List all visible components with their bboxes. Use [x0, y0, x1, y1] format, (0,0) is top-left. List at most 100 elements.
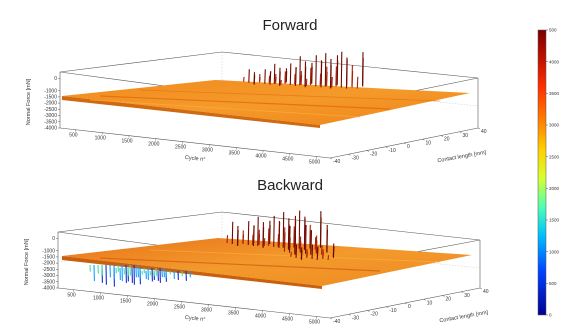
peak-spike [267, 233, 270, 246]
peak-spike [298, 210, 301, 249]
forward-title: Forward [262, 17, 317, 34]
colorbar-tick-label: 3500 [549, 91, 560, 96]
colorbar-tick-label: 4000 [549, 59, 560, 64]
y-tick-label: -40 [333, 319, 340, 325]
peak-spike [304, 66, 307, 88]
peak-spike [264, 69, 266, 84]
peak-spike [310, 72, 312, 86]
peak-spike [299, 241, 302, 253]
y-tick-label: 40 [481, 129, 487, 135]
backward-stripe [149, 249, 441, 263]
backward-ylabel: Contact length [mm] [439, 310, 489, 325]
peak-spike [294, 73, 296, 85]
peak-spike [336, 60, 339, 86]
peak-spike [268, 75, 271, 83]
y-tick-mark [385, 146, 388, 148]
y-tick-mark [404, 302, 408, 305]
colorbar-tick-label: 1000 [549, 249, 560, 254]
y-tick-mark [422, 139, 425, 141]
forward-plot: Forward 0-1000-1500-2000-2500-3000-3500-… [26, 17, 487, 166]
backward-z-ticks: 0 -1000-1500-2000-2500-3000-3500-4000 [42, 236, 58, 292]
peak-spike [262, 227, 265, 248]
z-tick-label: -4000 [44, 126, 57, 132]
colorbar-gradient [537, 29, 547, 316]
peak-spike [320, 61, 323, 85]
peak-spike [269, 71, 272, 82]
forward-y-ticks: -40 -30 -20 -10 0 10 20 30 40 [329, 127, 487, 165]
y-tick-label: 40 [483, 289, 489, 295]
peak-spike [231, 221, 234, 244]
peak-spike [362, 57, 364, 87]
backward-xlabel: Cycle n° [185, 315, 206, 323]
z-tick-label: -3000 [44, 113, 57, 119]
y-tick-label: 10 [426, 140, 432, 146]
peak-spike [351, 70, 354, 88]
peak-spike [275, 76, 277, 84]
x-tick-label: 500 [69, 133, 78, 139]
peak-spike [273, 63, 276, 84]
peak-spike [242, 234, 245, 245]
y-tick-label: 20 [444, 137, 450, 143]
peak-spike [278, 222, 281, 245]
backward-plot: Backward 0 -1000-1500-2000-2500-3000-3500… [24, 177, 489, 325]
peak-spike [326, 229, 328, 253]
y-tick-label: -20 [370, 152, 377, 158]
peak-spike [288, 224, 290, 250]
peak-spike [322, 252, 324, 259]
forward-z-ticks: 0 -1000-1500-2000-2500-3000-3500-4000 [44, 76, 60, 132]
peak-spike [332, 246, 335, 258]
z-tick-label: -1000 [44, 88, 57, 94]
peak-spike [269, 224, 271, 244]
peak-spike [273, 215, 275, 247]
peak-spike [253, 75, 256, 85]
z-tick-label: -2500 [44, 107, 57, 113]
peak-spike [237, 230, 239, 246]
peak-spike [289, 225, 291, 253]
peak-spike [315, 240, 318, 254]
peak-spike [327, 255, 330, 260]
y-tick-mark [329, 317, 333, 320]
peak-spike [284, 75, 287, 84]
peak-spike [257, 216, 259, 246]
colorbar-tick-label: 500 [549, 28, 557, 33]
z-tick-label: -3500 [44, 119, 57, 125]
y-tick-label: -10 [389, 308, 396, 314]
x-tick-label: 3000 [202, 148, 213, 154]
peak-spike [330, 64, 332, 89]
peak-spike [331, 76, 333, 88]
z-tick-label: -2500 [42, 267, 55, 273]
z-tick-label: -1500 [44, 94, 57, 100]
peak-spike [356, 76, 359, 89]
peak-spike [279, 71, 281, 86]
peak-spike [285, 71, 288, 83]
peak-spike [248, 69, 250, 83]
z-tick-label: 0 [52, 236, 55, 242]
peak-spike [247, 221, 250, 245]
y-tick-label: -30 [352, 315, 359, 321]
z-tick-label: 0 [54, 76, 57, 82]
backward-surface [62, 238, 472, 286]
y-tick-label: 30 [463, 133, 469, 139]
y-tick-mark [461, 291, 464, 293]
peak-spike [311, 244, 314, 259]
colorbar-tick-label: 2000 [549, 186, 560, 191]
x-tick-label: 4000 [255, 314, 266, 320]
y-tick-label: 30 [464, 293, 470, 299]
peak-spike [295, 67, 297, 83]
peak-spike [300, 74, 303, 85]
peak-spike [259, 76, 261, 83]
backward-peaks [226, 210, 335, 260]
x-tick-label: 1500 [121, 139, 132, 145]
forward-x-ticks: 500 1000 1500 2000 2500 3000 3500 4000 4500 5000 [69, 129, 320, 166]
peak-spike [251, 234, 254, 245]
y-tick-mark [440, 135, 444, 137]
backward-x-axis [57, 287, 331, 319]
peak-spike [295, 244, 298, 258]
y-tick-mark [348, 314, 351, 316]
colorbar: 500 4000 3500 3000 2500 2000 1500 1000 500 0 [537, 28, 560, 318]
colorbar-tick-label: 1500 [549, 218, 560, 223]
peak-spike [309, 231, 312, 249]
peak-spike [315, 55, 317, 87]
backward-title: Backward [257, 177, 323, 194]
